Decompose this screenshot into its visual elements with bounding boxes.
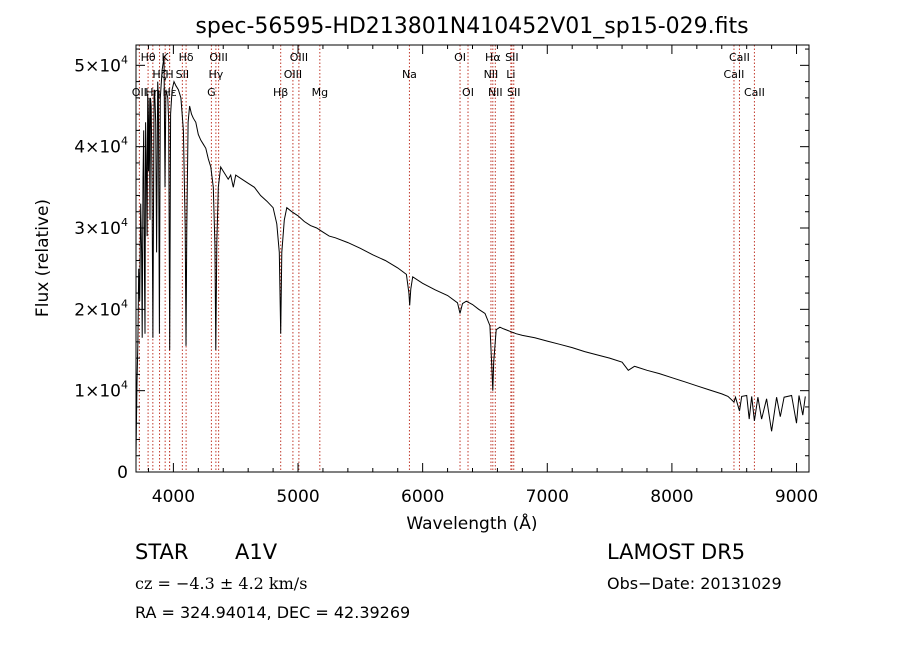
- y-axis-ticks: 0 1×104 2×104 3×104 4×104 5×104: [74, 48, 809, 483]
- spectral-line-labels: OIIHθHηHζKHHεSIIHδGHγOIIIHβOIIIOIIIMgNaO…: [132, 51, 765, 99]
- x-tick-label-2: 6000: [401, 487, 444, 507]
- observation-date: Obs−Date: 20131029: [607, 574, 782, 593]
- y-tick-label-1: 1×104: [74, 379, 128, 402]
- line-label-18: OI: [462, 86, 474, 99]
- line-label-4: K: [162, 51, 170, 64]
- x-tick-label-0: 4000: [152, 487, 195, 507]
- object-subclass: A1V: [235, 540, 278, 564]
- line-label-11: OIII: [209, 51, 227, 64]
- line-label-25: CaII: [724, 68, 745, 81]
- line-label-16: Na: [402, 68, 417, 81]
- line-label-27: CaII: [744, 86, 765, 99]
- y-axis-label: Flux (relative): [33, 199, 53, 317]
- line-label-12: Hβ: [273, 86, 288, 99]
- coordinates: RA = 324.94014, DEC = 42.39269: [135, 603, 411, 622]
- line-label-14: OIII: [290, 51, 308, 64]
- y-tick-label-0: 0: [117, 463, 128, 483]
- spectral-line-markers: [138, 45, 755, 472]
- chart-title: spec-56595-HD213801N410452V01_sp15-029.f…: [195, 14, 748, 39]
- line-label-20: Hα: [485, 51, 501, 64]
- line-label-22: Li: [506, 68, 515, 81]
- y-tick-label-2: 2×104: [74, 297, 128, 320]
- line-label-9: G: [207, 86, 216, 99]
- x-axis-label: Wavelength (Å): [406, 512, 537, 534]
- line-label-26: CaII: [729, 51, 750, 64]
- y-tick-label-5: 5×104: [74, 53, 128, 76]
- y-tick-label-4: 4×104: [74, 135, 128, 158]
- line-label-3: Hζ: [152, 68, 166, 81]
- object-class: STAR: [135, 540, 189, 564]
- line-label-19: NII: [484, 68, 499, 81]
- line-label-13: OIII: [284, 68, 302, 81]
- survey-name: LAMOST DR5: [607, 540, 746, 564]
- x-axis-ticks: 4000 5000 6000 7000 8000 9000: [147, 45, 818, 507]
- plot-frame: [135, 44, 810, 473]
- y-tick-label-3: 3×104: [74, 216, 128, 239]
- redshift-velocity: cz = −4.3 ± 4.2 km/s: [135, 574, 308, 593]
- line-label-23: SII: [505, 51, 518, 64]
- x-tick-label-3: 7000: [526, 487, 569, 507]
- x-tick-label-1: 5000: [276, 487, 319, 507]
- line-label-17: OI: [454, 51, 466, 64]
- line-label-8: Hδ: [179, 51, 194, 64]
- line-label-24: SII: [507, 86, 520, 99]
- spectrum-line: [135, 57, 806, 456]
- line-label-2: Hη: [145, 86, 160, 99]
- line-label-10: Hγ: [208, 68, 223, 81]
- line-label-5: H: [165, 68, 173, 81]
- x-tick-label-4: 8000: [650, 487, 693, 507]
- line-label-21: NII: [488, 86, 503, 99]
- line-label-15: Mg: [312, 86, 328, 99]
- line-label-1: Hθ: [141, 51, 156, 64]
- line-label-7: SII: [176, 68, 189, 81]
- x-tick-label-5: 9000: [775, 487, 818, 507]
